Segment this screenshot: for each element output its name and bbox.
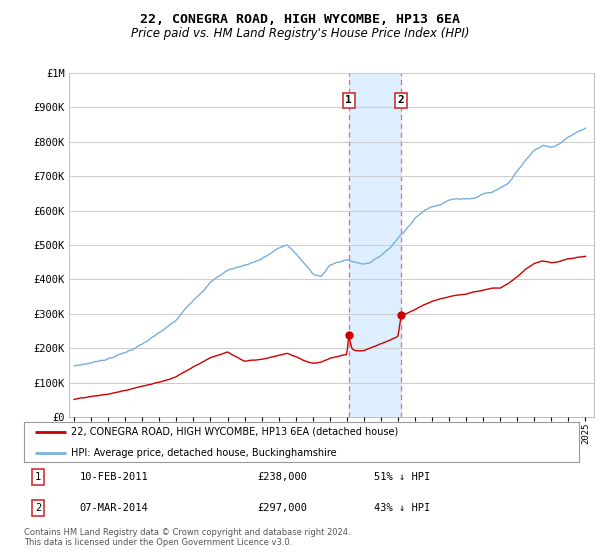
Text: Contains HM Land Registry data © Crown copyright and database right 2024.
This d: Contains HM Land Registry data © Crown c… <box>24 528 350 547</box>
Text: HPI: Average price, detached house, Buckinghamshire: HPI: Average price, detached house, Buck… <box>71 448 337 458</box>
Text: £238,000: £238,000 <box>257 472 307 482</box>
Text: Price paid vs. HM Land Registry's House Price Index (HPI): Price paid vs. HM Land Registry's House … <box>131 27 469 40</box>
Text: 07-MAR-2014: 07-MAR-2014 <box>79 503 148 514</box>
Bar <box>349 73 401 417</box>
Text: 2: 2 <box>35 503 41 514</box>
Text: £297,000: £297,000 <box>257 503 307 514</box>
Text: 10-FEB-2011: 10-FEB-2011 <box>79 472 148 482</box>
Text: 1: 1 <box>35 472 41 482</box>
Text: 43% ↓ HPI: 43% ↓ HPI <box>374 503 430 514</box>
Text: 51% ↓ HPI: 51% ↓ HPI <box>374 472 430 482</box>
Text: 22, CONEGRA ROAD, HIGH WYCOMBE, HP13 6EA (detached house): 22, CONEGRA ROAD, HIGH WYCOMBE, HP13 6EA… <box>71 427 398 437</box>
Text: 22, CONEGRA ROAD, HIGH WYCOMBE, HP13 6EA: 22, CONEGRA ROAD, HIGH WYCOMBE, HP13 6EA <box>140 13 460 26</box>
Text: 2: 2 <box>398 95 404 105</box>
Text: 1: 1 <box>346 95 352 105</box>
